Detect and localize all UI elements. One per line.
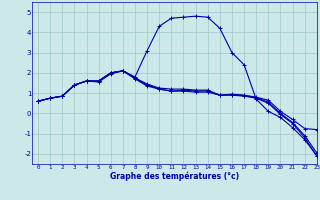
X-axis label: Graphe des températures (°c): Graphe des températures (°c) xyxy=(110,171,239,181)
